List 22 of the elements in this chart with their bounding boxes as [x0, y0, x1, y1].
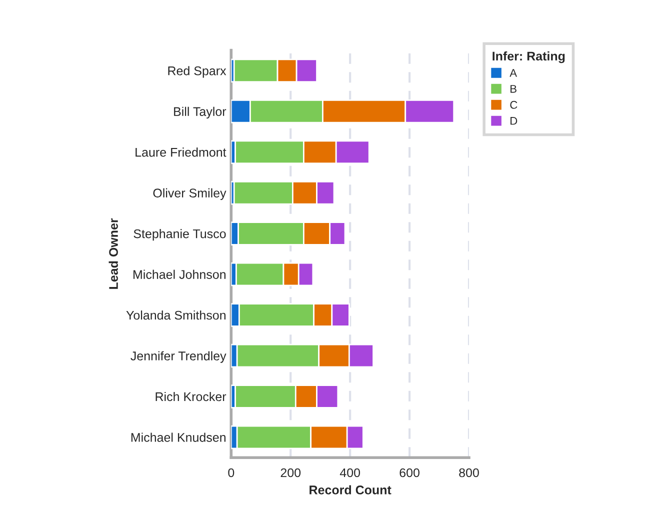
y-tick-label: Red Sparx: [168, 66, 226, 78]
y-tick-label: Stephanie Tusco: [134, 229, 226, 241]
x-tick-label: 600: [400, 468, 420, 478]
y-tick-label: Bill Taylor: [174, 106, 226, 118]
legend-label: B: [510, 85, 516, 93]
y-tick-label: Michael Knudsen: [131, 432, 226, 442]
y-tick-label: Yolanda Smithson: [126, 310, 226, 320]
x-tick-label: 400: [340, 468, 360, 478]
y-tick-label: Michael Johnson: [134, 270, 226, 279]
x-tick-label: 800: [459, 468, 479, 478]
y-tick-label: Rich Krocker: [156, 392, 226, 402]
y-tick-label: Oliver Smiley: [153, 188, 226, 200]
legend-label: A: [510, 69, 518, 77]
y-tick-label: Jennifer Trendley: [130, 351, 226, 363]
legend-label: C: [510, 100, 518, 109]
x-tick-label: 0: [228, 468, 234, 478]
x-axis-title: Record Count: [310, 485, 392, 494]
y-axis-title: Lead Owner: [108, 218, 118, 289]
legend-title: Infer: Rating: [492, 51, 565, 64]
y-tick-label: Laure Friedmont: [136, 148, 226, 157]
x-tick-label: 200: [280, 468, 301, 478]
legend-label: D: [510, 117, 518, 125]
